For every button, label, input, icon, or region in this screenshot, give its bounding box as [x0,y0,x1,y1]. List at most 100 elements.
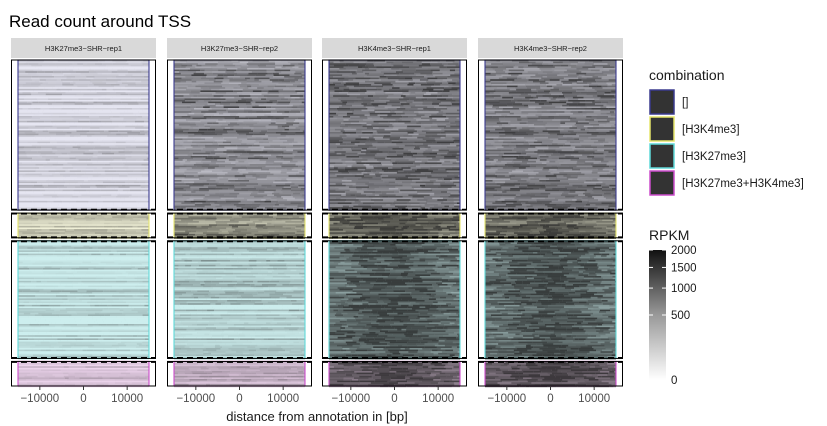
heatmap-cell [251,372,257,375]
heatmap-cell [93,77,107,80]
heatmap-cell [223,116,240,118]
heatmap-cell [93,168,109,171]
heatmap-cell [67,247,74,249]
heatmap-cell [193,95,198,97]
heatmap-cell [245,175,253,177]
heatmap-cell [62,222,80,225]
heatmap-cell [174,74,192,77]
heatmap-cell [247,340,262,342]
heatmap-cell [18,188,36,190]
heatmap-cell [116,290,131,293]
heatmap-cell [279,341,287,344]
heatmap-cell [144,253,149,256]
heatmap-cell [111,336,123,339]
heatmap-cell [61,328,72,331]
heatmap-cell [89,116,99,118]
heatmap-cell [174,202,182,205]
heatmap-cell [196,312,212,315]
heatmap-cell [293,167,304,169]
heatmap-cell [145,160,149,163]
heatmap-cell [292,216,300,219]
heatmap-cell [191,167,208,169]
heatmap-cell [132,104,149,107]
heatmap-cell [221,328,240,331]
heatmap-cell [110,199,125,201]
heatmap-cell [211,336,223,339]
heatmap-cell [281,66,286,69]
heatmap-cell [265,74,274,77]
heatmap-cell [254,284,263,286]
heatmap-cell [239,320,256,323]
heatmap-cell [144,133,149,136]
heatmap-cell [272,80,282,83]
heatmap-cell [48,188,60,190]
heatmap-cell [237,148,245,150]
heatmap-cell [79,133,95,136]
heatmap-cell [50,255,57,257]
heatmap-cell [112,252,118,254]
heatmap-cell [132,258,145,261]
heatmap-cell [295,90,305,93]
heatmap-cell [41,149,58,152]
heatmap-cell [147,383,149,386]
heatmap-cell [82,346,89,349]
heatmap-cell [258,272,273,275]
heatmap-cell [18,303,23,305]
heatmap-cell [61,71,76,73]
heatmap-cell [253,306,270,309]
heatmap-cell [257,293,270,296]
heatmap-cell [289,217,305,220]
heatmap-cell [283,186,291,189]
heatmap-cell [194,224,209,227]
heatmap-cell [76,93,84,96]
heatmap-cell [67,295,83,297]
heatmap-cell [285,135,304,137]
heatmap-cell [37,98,49,101]
heatmap-cell [87,301,99,304]
heatmap-cell [185,225,197,228]
heatmap-cell [106,288,123,291]
heatmap-cell [287,162,296,165]
heatmap-cell [232,271,243,273]
heatmap-cell [215,188,223,190]
heatmap-cell [27,156,38,158]
heatmap-cell [289,74,302,77]
heatmap-cell [208,224,217,227]
heatmap-cell [277,288,292,291]
heatmap-cell [261,327,269,329]
heatmap-cell [22,330,39,333]
heatmap-cell [238,95,251,97]
heatmap-cell [295,132,305,134]
heatmap-cell [247,135,252,137]
heatmap-cell [183,141,192,144]
heatmap-cell [51,322,56,325]
heatmap-cell [23,63,29,65]
heatmap-cell [272,140,288,142]
heatmap-cell [255,140,273,142]
heatmap-cell [243,127,254,129]
heatmap-cell [290,69,305,72]
heatmap-cell [205,364,211,367]
heatmap-cell [221,333,228,336]
heatmap-cell [141,154,149,157]
heatmap-cell [108,184,122,187]
heatmap-cell [124,151,133,153]
heatmap-cell [268,327,285,329]
heatmap-cell [36,72,54,75]
heatmap-cell [113,293,128,296]
heatmap-cell [136,354,142,357]
heatmap-cell [209,79,216,81]
heatmap-cell [204,144,219,147]
heatmap-cell [25,199,34,201]
heatmap-cell [219,164,236,166]
heatmap-cell [300,188,305,190]
heatmap-cell [251,205,260,208]
heatmap-cell [18,314,35,317]
heatmap-cell [185,76,203,78]
heatmap-cell [119,327,129,329]
heatmap-cell [87,180,98,182]
heatmap-cell [265,199,271,201]
heatmap-cell [290,269,297,272]
heatmap-cell [62,296,77,299]
heatmap-cell [240,154,254,157]
